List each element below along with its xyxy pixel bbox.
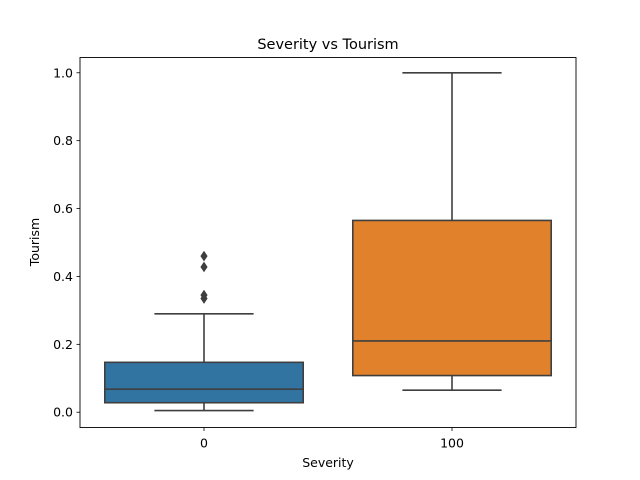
box-iqr (351, 219, 552, 377)
y-tick-label: 0.4 (53, 269, 73, 284)
x-axis-label: Severity (302, 455, 354, 470)
y-tick-label: 1.0 (53, 65, 73, 80)
y-tick-label: 0.2 (53, 337, 73, 352)
chart-title: Severity vs Tourism (257, 37, 398, 53)
x-tick-label: 0 (200, 436, 208, 451)
outlier-point (200, 250, 208, 262)
outlier-point (200, 289, 208, 301)
y-axis-label: Tourism (27, 218, 42, 267)
x-tick-label: 100 (440, 436, 464, 451)
box-iqr (104, 361, 304, 404)
outlier-point (200, 261, 208, 273)
plot-area: 0.0 0.2 0.4 0.6 0.8 1.0 0 100 (53, 65, 552, 451)
y-tick-label: 0.6 (53, 201, 73, 216)
y-tick-label: 0.8 (53, 133, 73, 148)
y-tick-label: 0.0 (53, 405, 73, 420)
plot-frame (79, 57, 577, 428)
